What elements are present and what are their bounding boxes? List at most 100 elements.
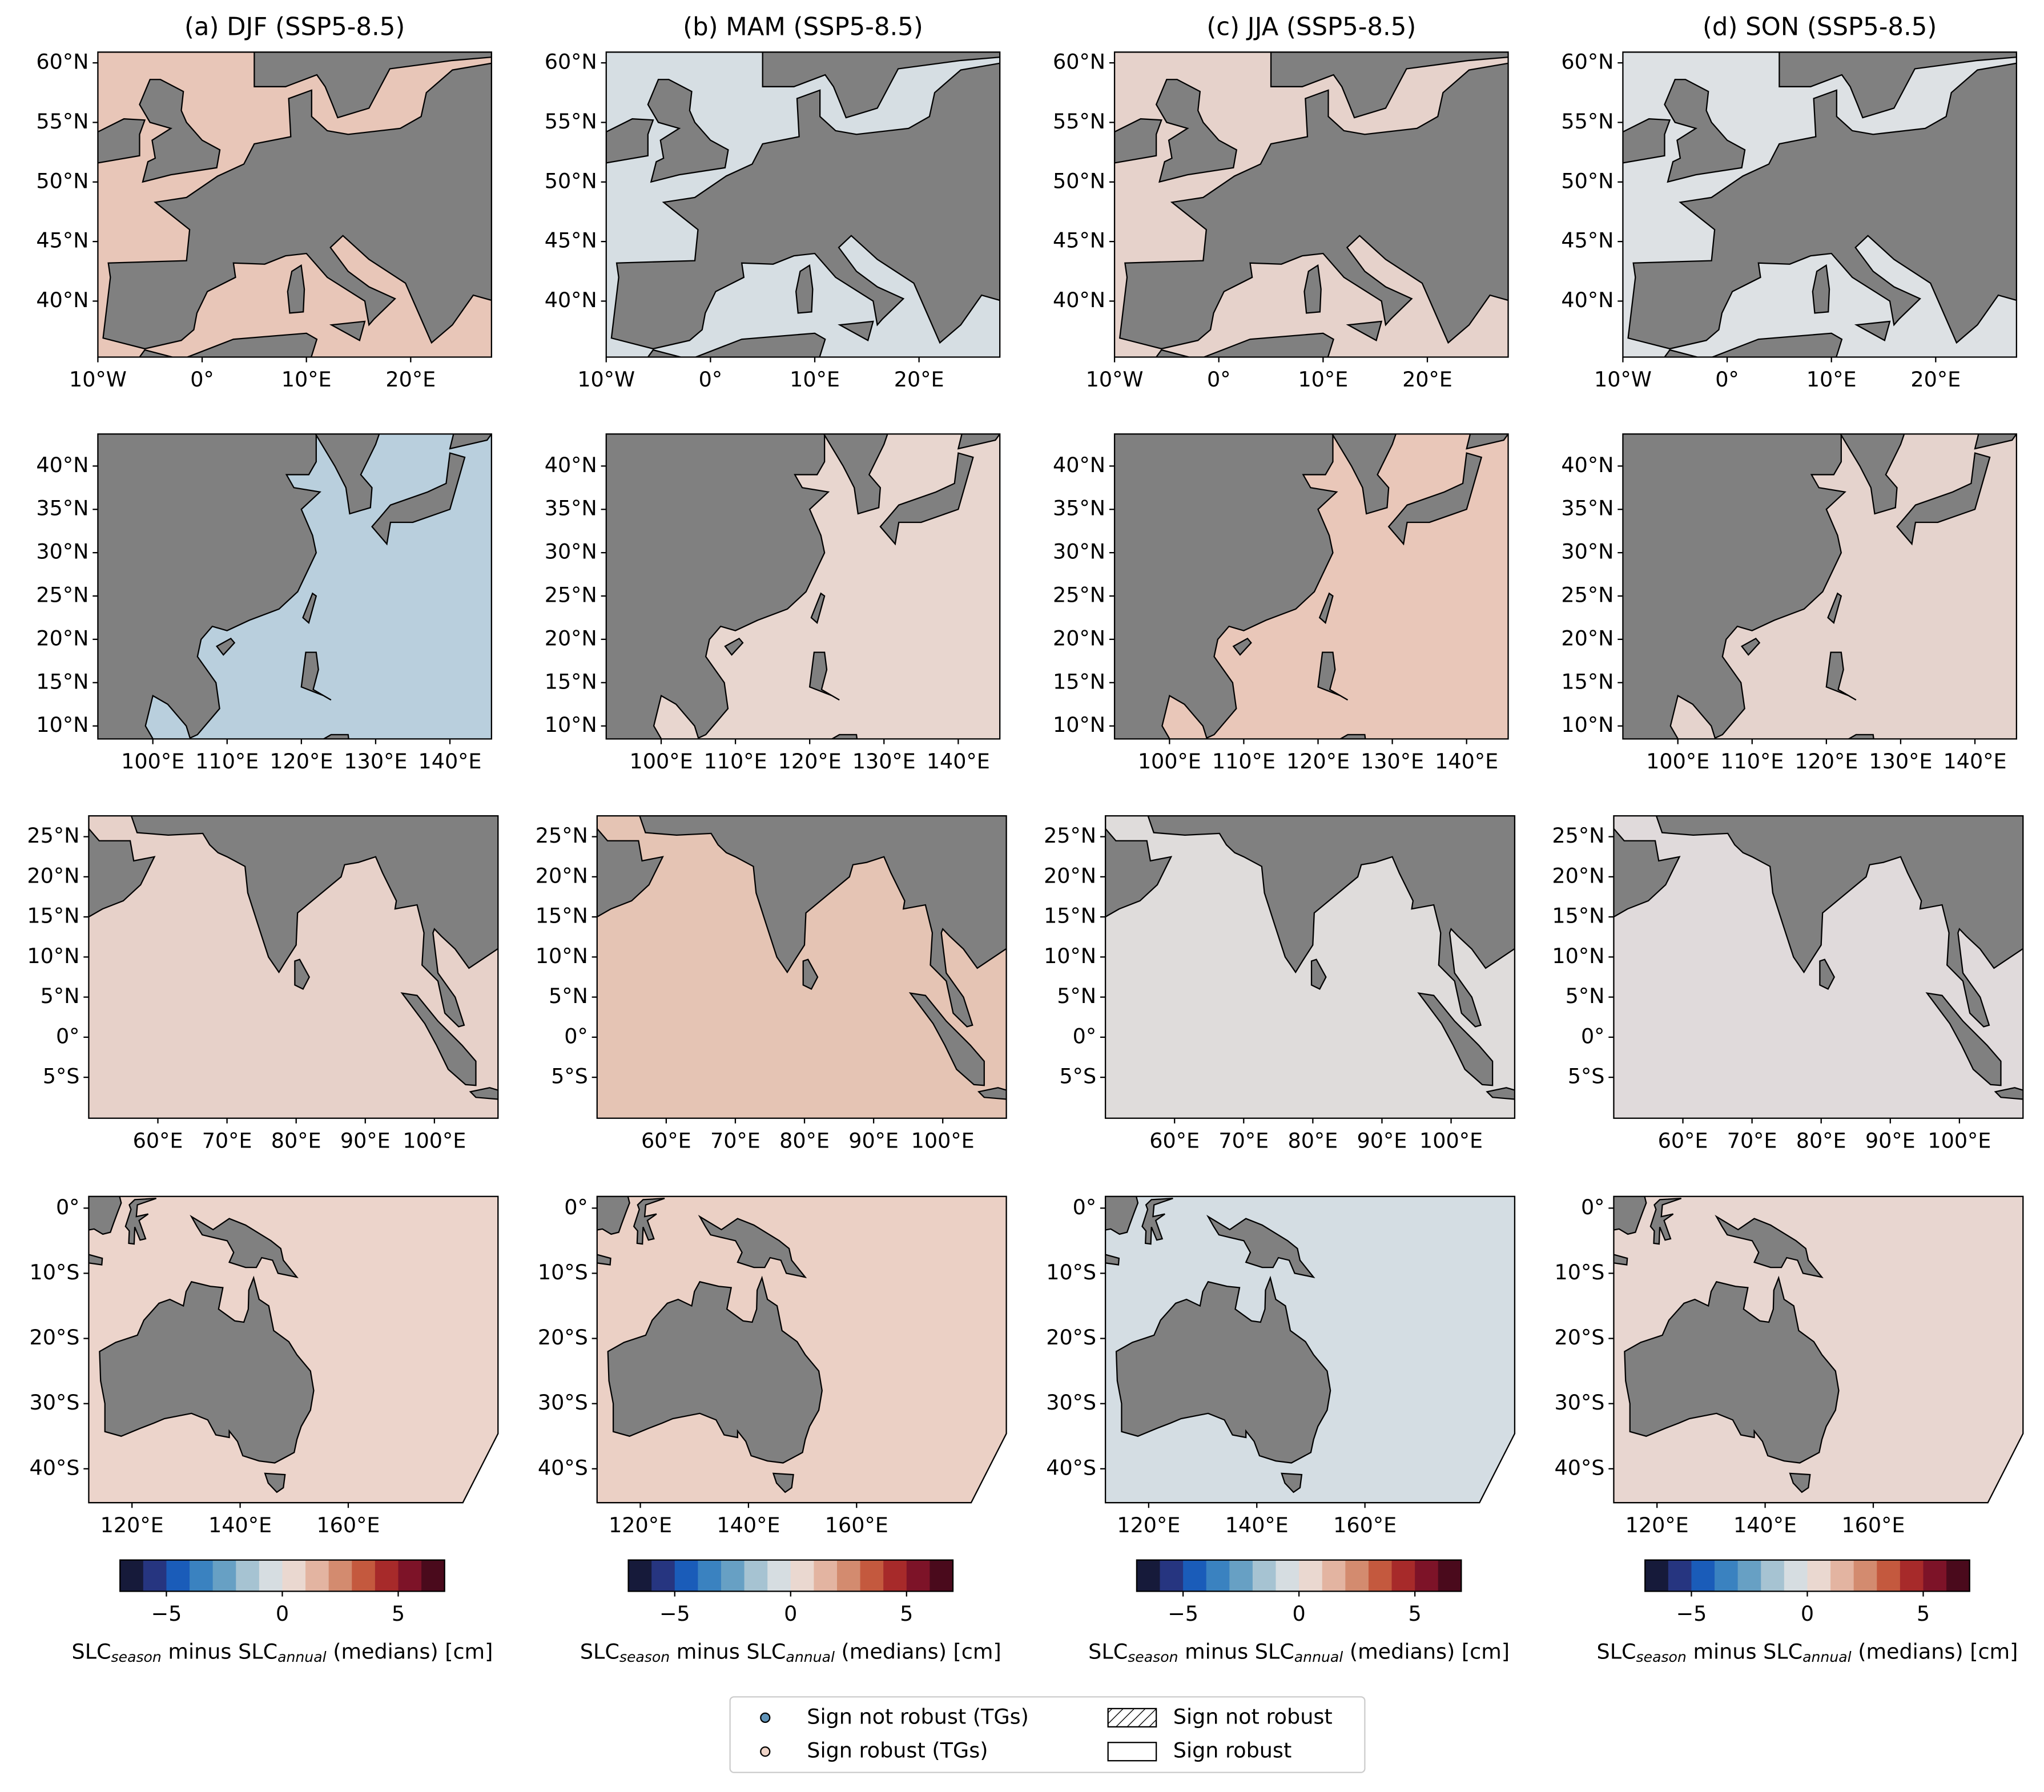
land — [1614, 1252, 1628, 1266]
colorbar-cell — [1877, 1560, 1901, 1592]
x-tick-label: 10°W — [577, 367, 635, 392]
colorbar-tick-label: 5 — [1409, 1601, 1422, 1626]
colorbar-cell — [1784, 1560, 1808, 1592]
x-tick-label: 120°E — [1794, 749, 1858, 774]
y-tick-label: 50°N — [1053, 168, 1105, 193]
colorbar-label-part: SLC — [580, 1639, 619, 1664]
land — [1832, 434, 1909, 515]
x-tick-label: 100°E — [911, 1128, 975, 1153]
colorbar-label: SLCseason minus SLCannual (medians) [cm] — [1088, 1639, 1510, 1665]
colorbar-label-part: (medians) [cm] — [327, 1639, 493, 1664]
colorbar-label-part: minus SLC — [162, 1639, 277, 1664]
land — [1854, 320, 1891, 341]
legend-patch — [1107, 1742, 1157, 1762]
y-tick-label: 20°S — [1046, 1325, 1096, 1350]
x-tick-label: 120°E — [1117, 1513, 1180, 1537]
y-tick-label: 10°N — [27, 944, 79, 968]
colorbar-cell — [352, 1560, 376, 1592]
colorbar-label: SLCseason minus SLCannual (medians) [cm] — [580, 1639, 1001, 1665]
panel-frame — [1113, 433, 1509, 740]
x-tick-label: 10°E — [1806, 367, 1857, 392]
y-tick-label: 10°N — [1561, 712, 1614, 737]
y-tick-label: 40°N — [36, 453, 88, 477]
colorbar-cell — [1322, 1560, 1346, 1592]
colorbar-cell — [1923, 1560, 1947, 1592]
y-tick-label: 20°N — [536, 863, 588, 888]
x-tick-label: 60°E — [1149, 1128, 1200, 1153]
y-tick-label: 10°S — [1046, 1260, 1096, 1284]
legend-label: Sign not robust — [1173, 1704, 1333, 1729]
y-tick-label: 40°S — [1555, 1455, 1605, 1480]
land — [1346, 320, 1383, 341]
y-tick-label: 55°N — [1053, 109, 1105, 134]
land — [287, 264, 305, 314]
land — [314, 734, 351, 739]
land — [88, 816, 156, 918]
colorbar-cell — [1391, 1560, 1415, 1592]
land — [1232, 637, 1252, 656]
colorbar-cell — [1415, 1560, 1439, 1592]
y-tick-label: 40°S — [30, 1455, 80, 1480]
land — [698, 1214, 807, 1279]
x-tick-label: 20°E — [1910, 367, 1961, 392]
colorbar-tick-label: −5 — [659, 1601, 690, 1626]
colorbar-cell — [1183, 1560, 1207, 1592]
colorbar-label-part: season — [1636, 1649, 1687, 1665]
colorbar-label-part: (medians) [cm] — [1852, 1639, 2018, 1664]
land — [637, 816, 1007, 1028]
land — [1141, 1197, 1173, 1245]
y-tick-label: 30°N — [36, 539, 88, 564]
land — [597, 1196, 630, 1235]
land — [1623, 434, 1846, 739]
land — [1114, 332, 1508, 357]
colorbar-label-part: minus SLC — [1687, 1639, 1802, 1664]
land — [908, 992, 985, 1086]
y-tick-label: 10°N — [36, 712, 88, 737]
map-panel — [1114, 434, 1508, 739]
y-tick-label: 55°N — [1561, 109, 1614, 134]
land — [1330, 734, 1367, 739]
land — [1664, 79, 1746, 183]
map-panel — [1105, 816, 1515, 1118]
land — [1614, 1196, 1647, 1235]
y-tick-label: 5°S — [551, 1064, 588, 1089]
x-tick-label: 10°W — [69, 367, 127, 392]
y-tick-label: 40°N — [545, 288, 597, 312]
land — [1740, 637, 1761, 656]
x-tick-label: 130°E — [1869, 749, 1932, 774]
y-tick-label: 40°N — [1561, 453, 1614, 477]
x-tick-label: 160°E — [316, 1513, 380, 1537]
x-tick-label: 160°E — [1333, 1513, 1397, 1537]
land — [98, 434, 321, 739]
map-panel — [1105, 1196, 1515, 1503]
y-tick-label: 25°N — [1561, 583, 1614, 607]
colorbar-cell — [236, 1560, 260, 1592]
x-tick-label: 20°E — [1402, 367, 1452, 392]
panel-frame — [1104, 815, 1516, 1119]
x-tick-label: 140°E — [927, 749, 990, 774]
legend-marker — [760, 1712, 771, 1723]
map-panel — [1623, 434, 2017, 739]
x-tick-label: 0° — [1207, 367, 1231, 392]
y-tick-label: 35°N — [1561, 496, 1614, 521]
y-tick-label: 25°N — [1552, 823, 1604, 848]
x-tick-label: 70°E — [710, 1128, 761, 1153]
y-tick-label: 25°N — [1053, 583, 1105, 607]
land — [1105, 1252, 1120, 1266]
y-tick-label: 40°S — [538, 1455, 588, 1480]
panel-frame — [1113, 51, 1509, 358]
y-tick-label: 10°S — [30, 1260, 80, 1284]
colorbar-label-part: annual — [1802, 1649, 1852, 1665]
land — [1206, 1214, 1315, 1279]
y-tick-label: 10°N — [545, 712, 597, 737]
x-tick-label: 110°E — [195, 749, 259, 774]
colorbar-label-part: (medians) [cm] — [1343, 1639, 1510, 1664]
x-tick-label: 60°E — [1658, 1128, 1708, 1153]
y-tick-label: 30°N — [545, 539, 597, 564]
land — [647, 79, 729, 183]
map-panel — [1623, 52, 2017, 357]
x-tick-label: 10°E — [790, 367, 840, 392]
y-tick-label: 60°N — [545, 50, 597, 74]
land — [1925, 992, 2002, 1086]
x-tick-label: 140°E — [717, 1513, 780, 1537]
